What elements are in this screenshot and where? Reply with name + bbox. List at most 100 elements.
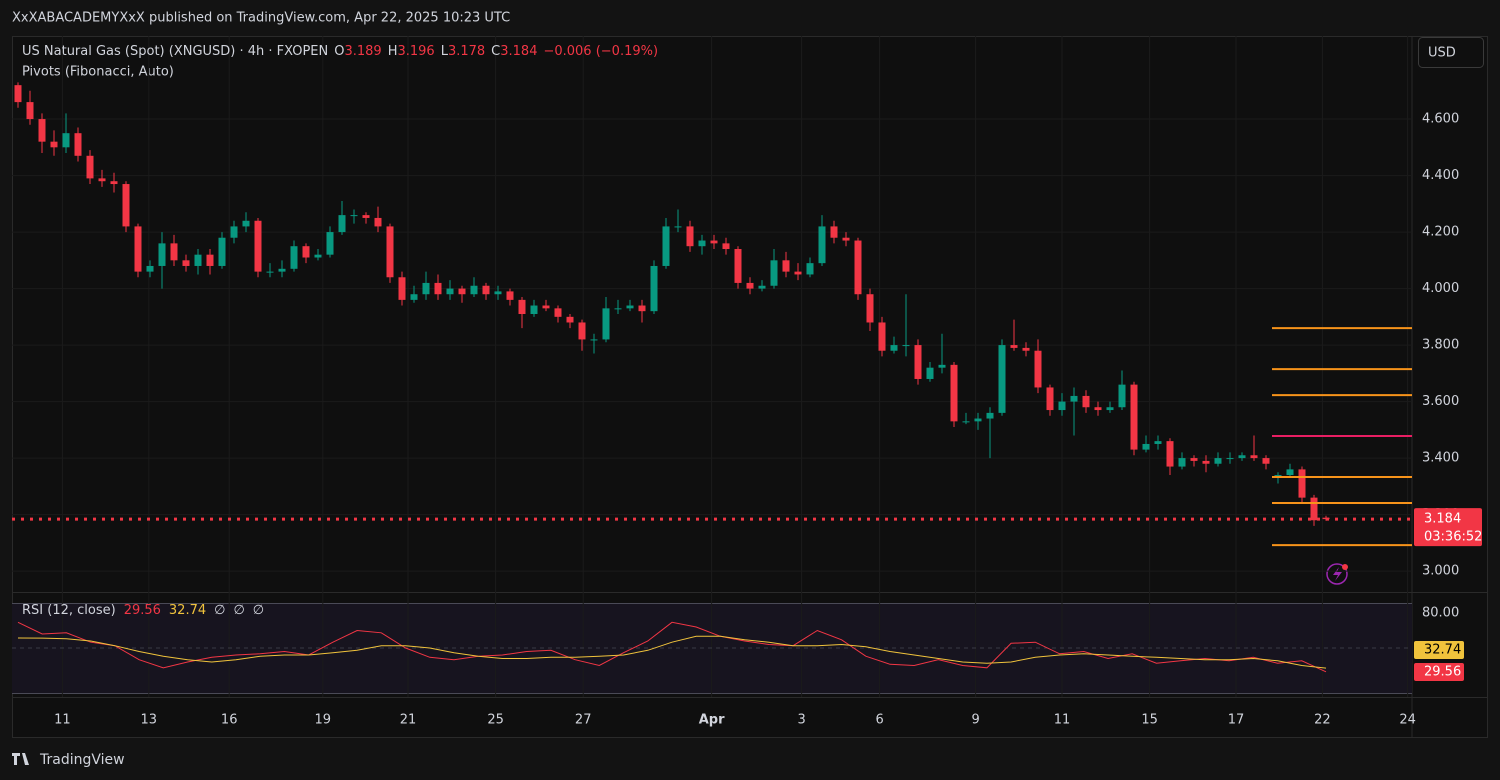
candle-body [230, 226, 238, 238]
candle-body [362, 215, 370, 218]
x-tick-label: 21 [400, 713, 417, 728]
candle-body [458, 288, 466, 295]
candle-body [950, 364, 958, 422]
candle-body [326, 232, 334, 255]
indicator-label: Pivots (Fibonacci, Auto) [22, 65, 174, 80]
x-tick-label: Apr [699, 713, 725, 728]
ohlc-key: O [334, 44, 344, 59]
candle-body [1190, 458, 1198, 461]
y-tick-label: 4.600 [1422, 112, 1459, 127]
candle-body [242, 220, 250, 227]
candle-body [770, 260, 778, 286]
currency[interactable]: USD [1428, 46, 1456, 61]
candle-body [758, 285, 766, 289]
candle-body [554, 308, 562, 317]
candle-body [1226, 458, 1234, 460]
candle-body [1118, 384, 1126, 408]
candle-body [1310, 497, 1318, 521]
candle-body [662, 226, 670, 266]
rsi-value-box [1414, 663, 1464, 681]
candle-body [794, 271, 802, 275]
candle-body [1142, 443, 1150, 450]
candle-body [422, 282, 430, 295]
candle-body [482, 285, 490, 295]
ohlc-key: L [441, 44, 449, 59]
x-tick-label: 11 [1054, 713, 1071, 728]
candle-body [914, 345, 922, 379]
candle-body [98, 178, 106, 182]
last-price-label: 3.184 [1424, 512, 1461, 527]
candle-body [854, 240, 862, 295]
candle-body [38, 119, 46, 142]
candle-body [1262, 458, 1270, 464]
alert-icon[interactable] [1326, 563, 1348, 585]
rsi-value-label: 29.56 [1424, 665, 1461, 680]
candle-body [842, 237, 850, 241]
candle-body [158, 243, 166, 266]
candle-body [62, 133, 70, 148]
candle-body [986, 412, 994, 419]
candle-body [182, 260, 190, 266]
candle-body [194, 254, 202, 266]
placeholder: ∅ [233, 603, 244, 618]
candle-body [1106, 407, 1114, 411]
candle-body [50, 141, 58, 148]
candle-body [266, 271, 274, 273]
candle-body [926, 367, 934, 379]
candle-body [410, 294, 418, 300]
legend: US Natural Gas (Spot) (XNGUSD) · 4h · FX… [22, 44, 658, 59]
ohlc-key: C [491, 44, 500, 59]
candle-body [1022, 347, 1030, 351]
alert-dot [1342, 564, 1348, 570]
candle-body [146, 265, 154, 272]
candle-body [218, 237, 226, 266]
brand-logo [12, 753, 29, 765]
candle-body [890, 345, 898, 351]
candle-body [374, 217, 382, 227]
placeholder: ∅ [214, 603, 225, 618]
candle-body [1250, 455, 1258, 459]
candle-body [1094, 407, 1102, 411]
candle-body [254, 220, 262, 272]
candle-body [1286, 469, 1294, 476]
candle-body [734, 249, 742, 283]
candle-body [626, 305, 634, 309]
x-tick-label: 24 [1399, 713, 1416, 728]
candle-body [134, 226, 142, 272]
x-tick-label: 19 [315, 713, 332, 728]
candle-body [350, 215, 358, 217]
candle-body [1070, 395, 1078, 402]
currency-button[interactable] [1418, 37, 1484, 68]
alert-bolt [1333, 567, 1342, 581]
y-tick-label: 3.600 [1422, 394, 1459, 409]
candle-body [878, 322, 886, 351]
ohlc-value: 3.184 [500, 44, 537, 59]
candle-body [1166, 441, 1174, 467]
x-tick-label: 25 [487, 713, 504, 728]
candle-body [830, 226, 838, 238]
y-tick-label: 4.200 [1422, 225, 1459, 240]
candle-body [578, 322, 586, 340]
candle-body [590, 339, 598, 341]
x-tick-label: 6 [875, 713, 883, 728]
candle-body [686, 226, 694, 247]
candle-body [1010, 345, 1018, 348]
y-tick-label: 3.000 [1422, 564, 1459, 579]
candle-body [614, 308, 622, 310]
ohlc-value: 3.196 [397, 44, 434, 59]
y-tick-label: 4.000 [1422, 281, 1459, 296]
candle-body [1058, 401, 1066, 411]
candle-body [638, 305, 646, 312]
candle-body [314, 254, 322, 258]
candle-body [782, 260, 790, 272]
published-note: XxXABACADEMYXxX published on TradingView… [12, 11, 510, 26]
candle-body [722, 243, 730, 250]
candle-body [302, 246, 310, 258]
candle-body [110, 181, 118, 185]
candle-body [494, 291, 502, 295]
ohlc-key: H [388, 44, 398, 59]
candle-body [818, 226, 826, 264]
candle-body [806, 263, 814, 275]
placeholder: ∅ [253, 603, 264, 618]
